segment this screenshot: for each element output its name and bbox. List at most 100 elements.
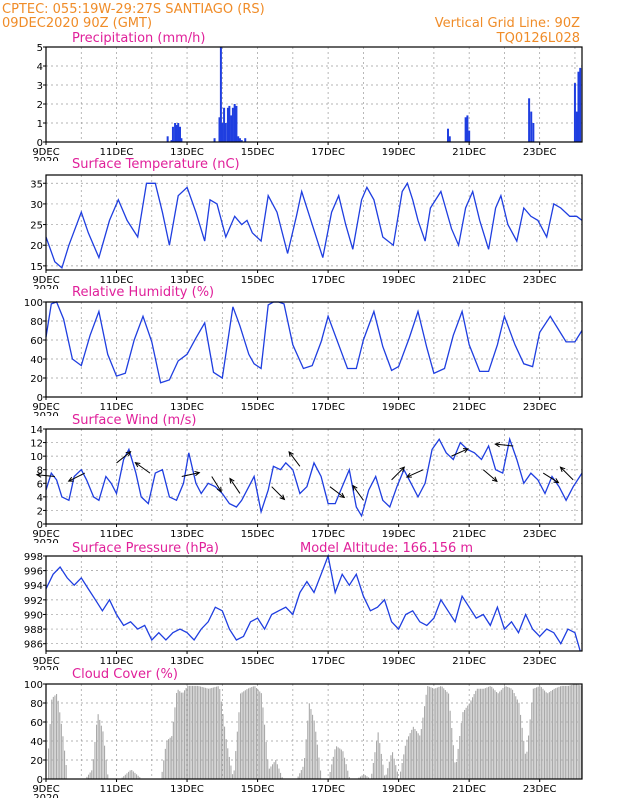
cloud-bar	[200, 686, 202, 779]
x-tick-label: 11DEC	[100, 784, 134, 795]
cloud-bar	[262, 707, 264, 779]
y-tick-label: 60	[30, 718, 43, 729]
precip-bar	[177, 123, 180, 142]
cloud-bar	[267, 759, 269, 779]
wind-panel: 0 2 4 6 8 10 12 14 9DEC 11DEC 13DEC 15DEC 17DEC 19DEC…	[30, 425, 583, 549]
x-year-label: 2020	[33, 284, 58, 295]
cloud-bar	[124, 774, 126, 779]
precip-bar	[528, 98, 531, 142]
cloud-bar	[507, 687, 509, 779]
x-tick-label: 11DEC	[100, 402, 134, 413]
cloud-bar	[305, 739, 307, 779]
cloud-bar	[192, 685, 194, 779]
cloud-bar	[420, 729, 422, 779]
cloud-bar	[521, 727, 523, 779]
cloud-bar	[214, 687, 216, 779]
cloud-bar	[171, 736, 173, 779]
cloud-bar	[508, 687, 510, 779]
cloud-bar	[105, 760, 107, 779]
x-year-label: 2020	[33, 411, 58, 422]
cloud-bar	[528, 735, 530, 779]
precip-bar	[448, 136, 451, 142]
y-tick-label: 0	[37, 775, 43, 786]
cloud-bar	[235, 751, 237, 779]
cloud-bar	[529, 719, 531, 779]
cloud-bar	[491, 686, 493, 779]
cloud-bar	[537, 686, 539, 779]
x-tick-label: 19DEC	[382, 275, 416, 286]
cloud-bar	[104, 745, 106, 779]
y-tick-label: 990	[24, 610, 43, 621]
cloud-bar	[489, 686, 491, 779]
y-tick-label: 6	[37, 479, 43, 490]
cloud-bar	[457, 748, 459, 779]
x-tick-label: 23DEC	[523, 275, 557, 286]
wind-vector	[494, 441, 514, 448]
cloud-bar	[187, 685, 189, 779]
cloud-bar	[86, 776, 88, 779]
x-tick-label: 17DEC	[311, 529, 345, 540]
cloud-bar	[344, 757, 346, 779]
x-tick-label: 23DEC	[523, 529, 557, 540]
cloud-bar	[438, 686, 440, 779]
cloud-bar	[52, 696, 54, 779]
x-tick-label: 23DEC	[523, 147, 557, 158]
cloud-bar	[345, 764, 347, 779]
cloud-bar	[188, 685, 190, 779]
x-tick-label: 19DEC	[382, 784, 416, 795]
cloud-bar	[331, 764, 333, 779]
cloud-bar	[523, 740, 525, 779]
precip-bar	[577, 71, 580, 142]
cloud-bar	[270, 766, 272, 779]
cloud-bar	[273, 762, 275, 779]
cloud-bar	[556, 687, 558, 779]
wind-vector	[134, 461, 151, 474]
cloud-bar	[360, 776, 362, 779]
cloud-bar	[572, 684, 574, 779]
y-tick-label: 30	[30, 200, 43, 211]
y-tick-label: 3	[37, 81, 43, 92]
cloud-bar	[454, 762, 456, 779]
cloud-bar	[568, 685, 570, 779]
cloud-bar	[520, 714, 522, 779]
precip-bar	[573, 83, 576, 142]
pres-series-line	[45, 553, 581, 652]
cloud-bar	[212, 687, 214, 779]
cloud-bar	[184, 690, 186, 779]
cloud-bar	[300, 770, 302, 779]
x-tick-label: 13DEC	[170, 402, 204, 413]
cloud-bar	[204, 687, 206, 779]
x-tick-label: 13DEC	[170, 784, 204, 795]
cloud-bar	[542, 688, 544, 779]
cloud-bar	[473, 694, 475, 779]
cloud-bar	[264, 724, 266, 779]
x-tick-label: 21DEC	[452, 147, 486, 158]
precip-bar	[231, 107, 234, 142]
cloud-bar	[49, 724, 51, 779]
cloud-bar	[278, 768, 280, 779]
cloud-bar	[336, 746, 338, 779]
y-tick-label: 40	[30, 737, 43, 748]
cloud-bar	[400, 771, 402, 779]
cloud-bar	[102, 731, 104, 779]
cloud-bar	[100, 725, 102, 779]
cloud-bar	[427, 686, 429, 779]
cloud-bar	[396, 771, 398, 779]
cloud-bar	[228, 756, 230, 779]
cloud-bar	[88, 774, 90, 779]
rh-series-line	[45, 301, 583, 384]
cloud-bar	[182, 692, 184, 779]
x-tick-label: 21DEC	[452, 275, 486, 286]
x-tick-label: 13DEC	[170, 656, 204, 667]
x-tick-label: 11DEC	[100, 147, 134, 158]
cloud-bar	[468, 703, 470, 779]
wind-vector	[67, 472, 86, 482]
cloud-bar	[574, 684, 576, 779]
cloud-bar	[361, 775, 363, 779]
cloud-bar	[561, 685, 563, 779]
x-tick-label: 9DEC	[32, 656, 59, 667]
cloud-bar	[92, 759, 94, 779]
cloud-bar	[126, 773, 128, 779]
cloud-bar	[211, 687, 213, 779]
y-tick-label: 5	[37, 43, 43, 54]
